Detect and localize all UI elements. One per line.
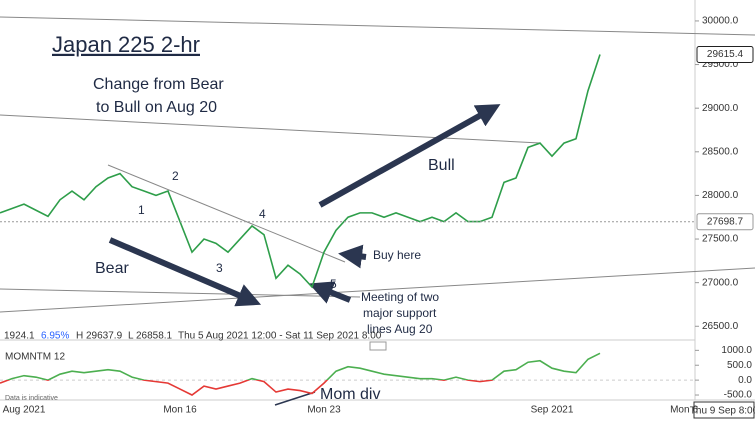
arrow bbox=[338, 244, 367, 269]
y-tick-label: 29500.0 bbox=[702, 59, 739, 70]
info: H 29637.9 bbox=[76, 331, 123, 342]
wave-label: 5 bbox=[330, 277, 337, 291]
trend-line bbox=[107, 164, 346, 263]
y-tick-label: 27000.0 bbox=[702, 277, 739, 288]
momentum-line bbox=[0, 352, 601, 396]
trend-line bbox=[0, 16, 755, 36]
annotation: major support bbox=[363, 306, 437, 320]
y-tick-label: -500.0 bbox=[724, 390, 753, 401]
arrow bbox=[108, 237, 262, 307]
annotation: Change from Bear bbox=[93, 76, 224, 93]
x-tick-label: Sep 2021 bbox=[531, 405, 574, 416]
annotation: Bear bbox=[95, 260, 129, 277]
annotation: Meeting of two bbox=[361, 290, 439, 304]
crosshair-label: Thu 9 Sep 8:00 bbox=[690, 406, 755, 417]
info: 1924.1 bbox=[4, 331, 35, 342]
x-tick-label: Mon 16 bbox=[163, 405, 197, 416]
x-tick-label: Mon 23 bbox=[307, 405, 341, 416]
wave-label: 4 bbox=[259, 207, 266, 221]
trend-line bbox=[0, 267, 755, 313]
y-tick-label: 29000.0 bbox=[702, 103, 739, 114]
y-tick-label: 28500.0 bbox=[702, 146, 739, 157]
indicator-title: MOMNTM 12 bbox=[5, 352, 65, 363]
info: L 26858.1 bbox=[128, 331, 173, 342]
y-tick-label: 28000.0 bbox=[702, 190, 739, 201]
annotation: Buy here bbox=[373, 248, 421, 262]
y-tick-label: 1000.0 bbox=[721, 345, 752, 356]
arrow bbox=[308, 281, 352, 304]
trend-line bbox=[0, 288, 361, 298]
price-line bbox=[0, 54, 601, 289]
y-tick-label: 30000.0 bbox=[702, 16, 739, 27]
wave-label: 2 bbox=[172, 169, 179, 183]
info: Thu 5 Aug 2021 12:00 - Sat 11 Sep 2021 8… bbox=[178, 331, 382, 342]
price-tag bbox=[696, 213, 754, 231]
annotation: Mom div bbox=[320, 386, 380, 403]
panel-handle[interactable] bbox=[369, 341, 387, 351]
y-tick-label: 27500.0 bbox=[702, 234, 739, 245]
arrow bbox=[274, 391, 316, 406]
x-tick-label: Mon 6 bbox=[670, 405, 698, 416]
price-tag-label: 27698.7 bbox=[707, 216, 744, 227]
info: 6.95% bbox=[41, 331, 69, 342]
price-tag bbox=[696, 45, 754, 63]
wave-label: 1 bbox=[138, 203, 145, 217]
y-tick-label: 0.0 bbox=[738, 375, 752, 386]
wave-label: 3 bbox=[216, 261, 223, 275]
price-tag-label: 29615.4 bbox=[707, 49, 744, 60]
annotation: Bull bbox=[428, 157, 455, 174]
chart-title: Japan 225 2-hr bbox=[52, 32, 200, 57]
arrow bbox=[318, 104, 501, 208]
x-tick-label: Aug 2021 bbox=[3, 405, 46, 416]
crosshair-box bbox=[693, 401, 755, 419]
note: Data is indicative bbox=[5, 395, 58, 402]
annotation: lines Aug 20 bbox=[367, 322, 433, 336]
annotation: to Bull on Aug 20 bbox=[96, 99, 217, 116]
y-tick-label: 500.0 bbox=[727, 360, 752, 371]
y-tick-label: 26500.0 bbox=[702, 321, 739, 332]
trend-line bbox=[0, 114, 541, 144]
